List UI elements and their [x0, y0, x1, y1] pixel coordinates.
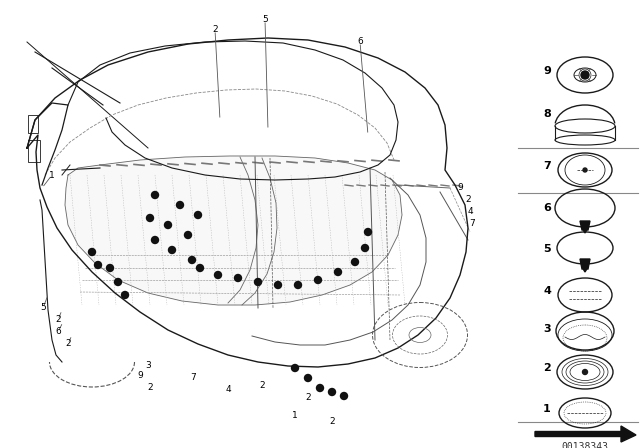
Circle shape — [582, 370, 588, 375]
Circle shape — [152, 237, 159, 244]
Circle shape — [189, 257, 195, 263]
Text: 00138343: 00138343 — [561, 442, 609, 448]
Text: 2: 2 — [543, 363, 551, 373]
Text: 2: 2 — [212, 26, 218, 34]
Circle shape — [234, 275, 241, 281]
Text: 9: 9 — [457, 184, 463, 193]
Circle shape — [581, 71, 589, 79]
Circle shape — [340, 392, 348, 400]
Text: 2: 2 — [259, 380, 265, 389]
Circle shape — [291, 365, 298, 371]
Circle shape — [106, 264, 113, 271]
Text: 5: 5 — [40, 303, 46, 313]
Text: 9: 9 — [543, 66, 551, 76]
Circle shape — [351, 258, 358, 266]
Text: 2: 2 — [305, 393, 311, 402]
Polygon shape — [65, 156, 402, 305]
Circle shape — [195, 211, 202, 219]
Circle shape — [305, 375, 312, 382]
Text: 1: 1 — [543, 404, 551, 414]
Bar — [28, 140, 40, 162]
Text: 7: 7 — [190, 374, 196, 383]
Text: 2: 2 — [465, 195, 471, 204]
Circle shape — [362, 245, 369, 251]
Circle shape — [168, 246, 175, 254]
Circle shape — [335, 268, 342, 276]
Circle shape — [122, 292, 129, 298]
Bar — [28, 115, 38, 133]
Polygon shape — [582, 228, 588, 233]
Text: 7: 7 — [543, 161, 551, 171]
Text: 3: 3 — [145, 361, 151, 370]
Text: 6: 6 — [543, 203, 551, 213]
Circle shape — [314, 276, 321, 284]
Circle shape — [294, 281, 301, 289]
Circle shape — [88, 249, 95, 255]
Circle shape — [255, 279, 262, 285]
Text: 9: 9 — [137, 371, 143, 380]
Circle shape — [214, 271, 221, 279]
Text: 5: 5 — [262, 16, 268, 25]
Circle shape — [164, 221, 172, 228]
Circle shape — [152, 191, 159, 198]
Polygon shape — [582, 267, 588, 272]
Text: 8: 8 — [543, 109, 551, 119]
Circle shape — [184, 232, 191, 238]
Polygon shape — [580, 221, 590, 230]
Circle shape — [365, 228, 371, 236]
Circle shape — [328, 388, 335, 396]
Text: 2: 2 — [147, 383, 153, 392]
Text: 5: 5 — [543, 244, 551, 254]
Text: 2: 2 — [65, 340, 71, 349]
Circle shape — [95, 262, 102, 268]
Polygon shape — [535, 426, 636, 442]
Text: 2: 2 — [55, 315, 61, 324]
Text: 1: 1 — [49, 171, 55, 180]
Text: 3: 3 — [543, 324, 551, 334]
Text: 1: 1 — [292, 410, 298, 419]
Circle shape — [275, 281, 282, 289]
Circle shape — [196, 264, 204, 271]
Text: 4: 4 — [467, 207, 473, 216]
Circle shape — [115, 279, 122, 285]
Text: 4: 4 — [225, 385, 231, 395]
Text: 4: 4 — [543, 286, 551, 296]
Circle shape — [147, 215, 154, 221]
Text: 6: 6 — [55, 327, 61, 336]
Circle shape — [583, 168, 587, 172]
Circle shape — [317, 384, 323, 392]
Polygon shape — [580, 259, 590, 269]
Text: 6: 6 — [357, 38, 363, 47]
Text: 2: 2 — [329, 418, 335, 426]
Text: 7: 7 — [469, 220, 475, 228]
Circle shape — [177, 202, 184, 208]
